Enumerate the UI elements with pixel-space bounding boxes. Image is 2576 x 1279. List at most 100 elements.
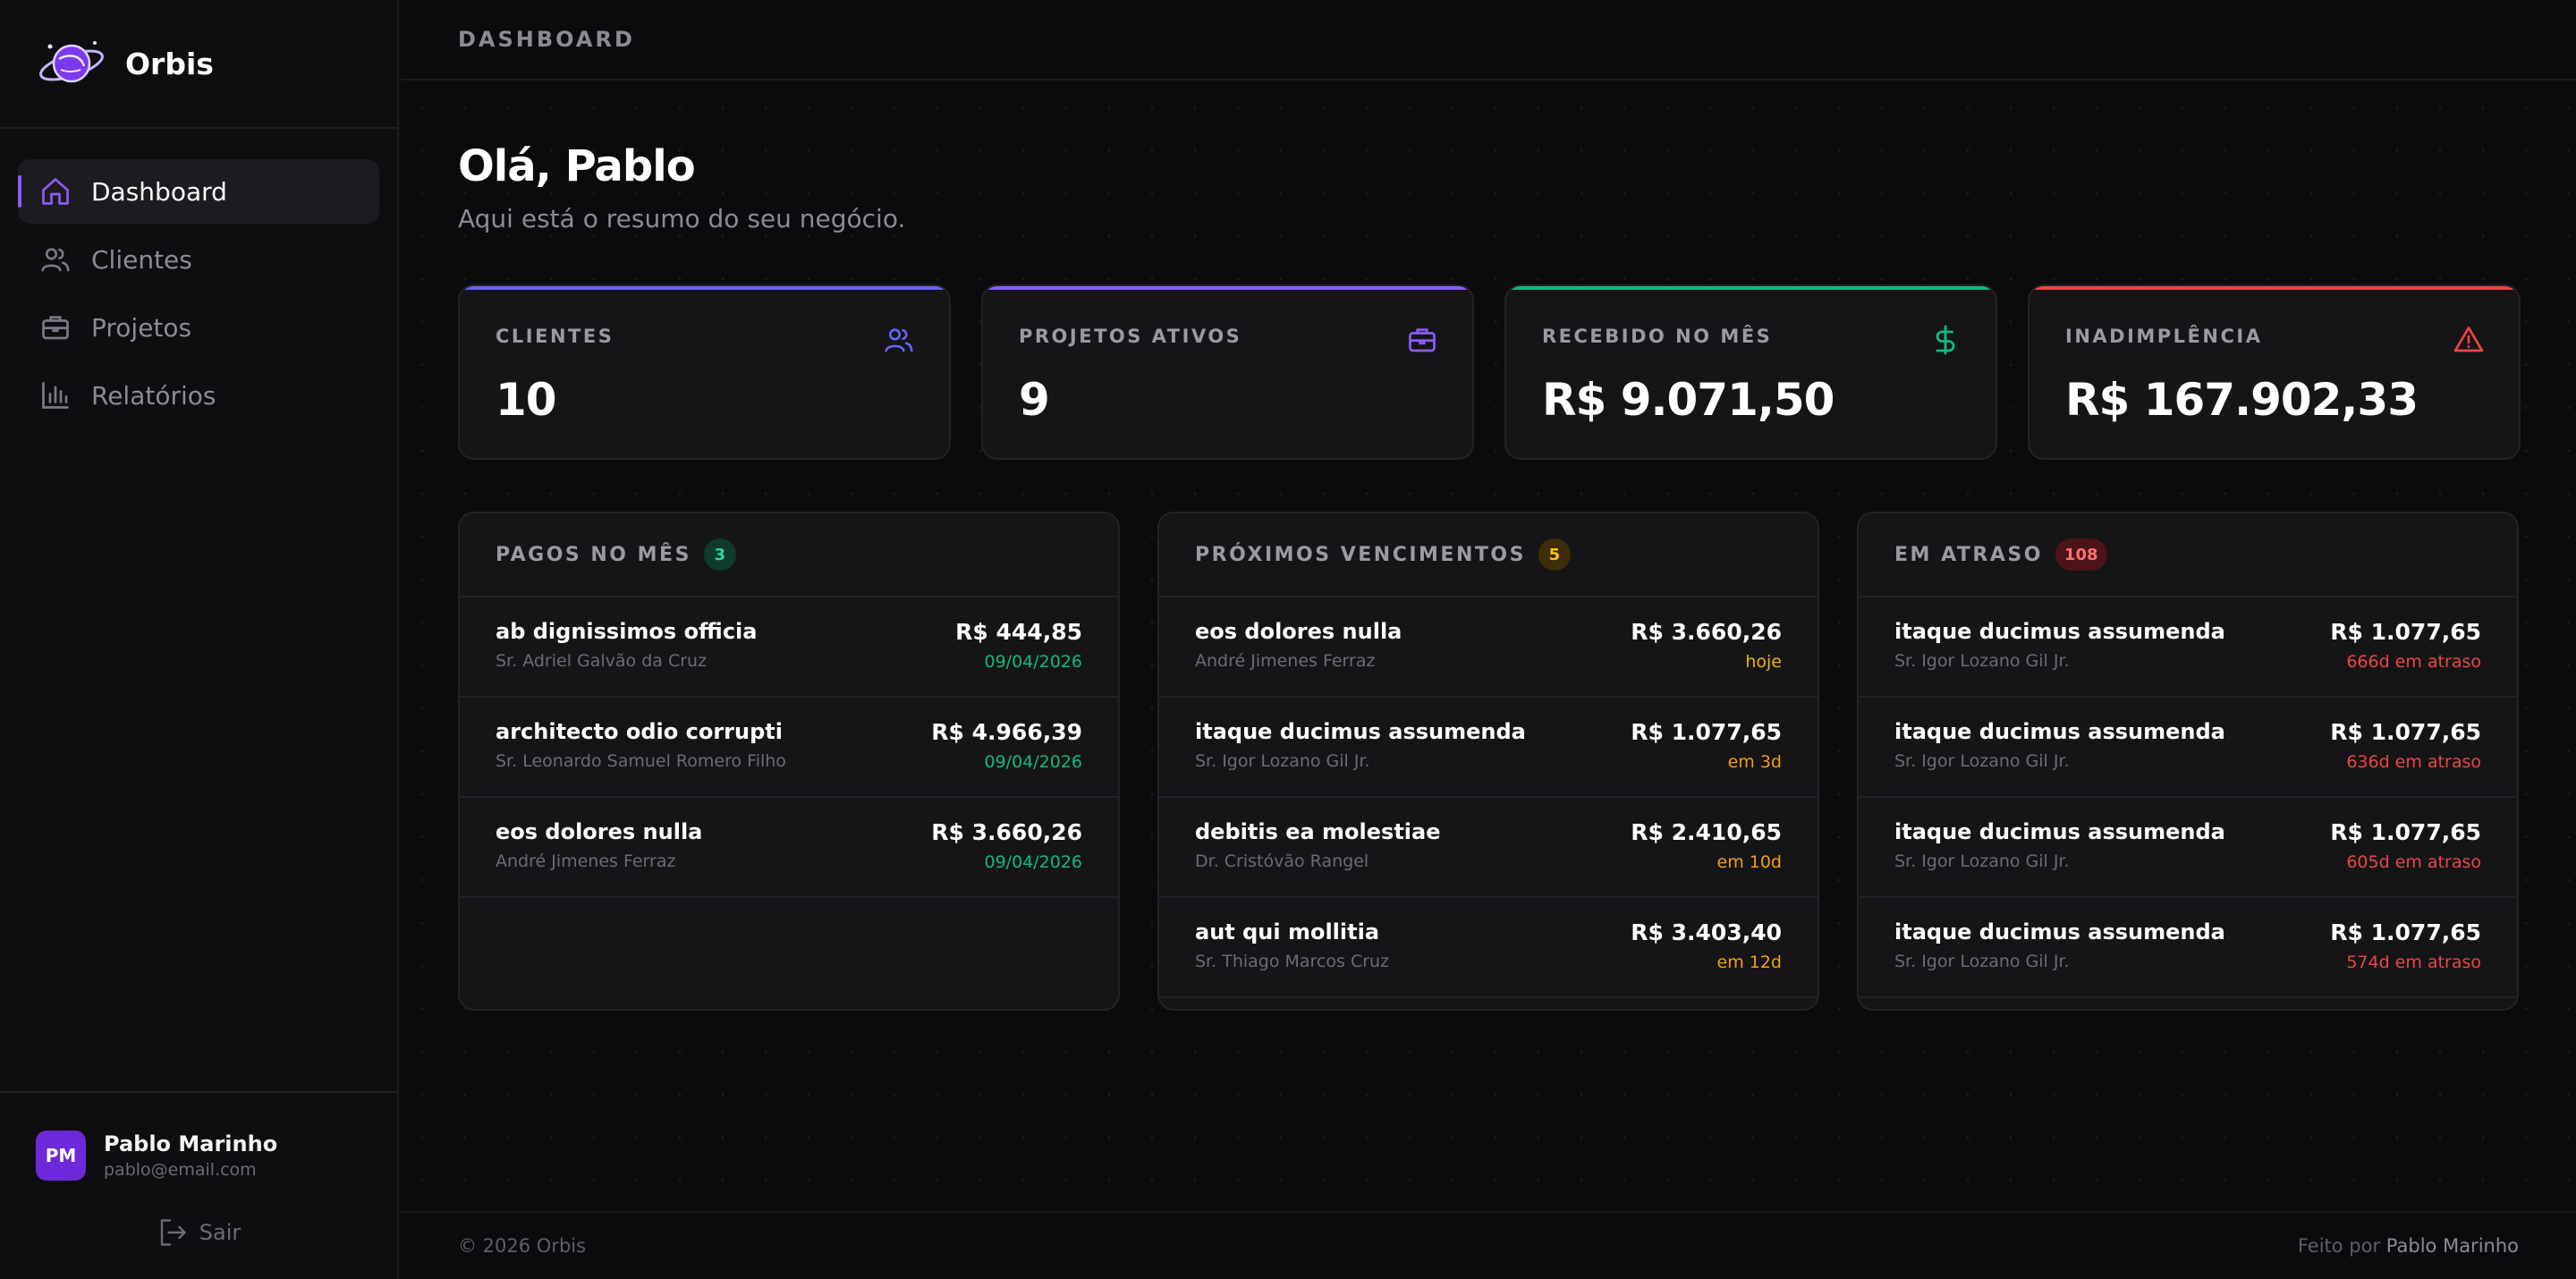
item-client: Sr. Igor Lozano Gil Jr. — [1894, 751, 2070, 771]
item-amount: R$ 1.077,65 — [2330, 919, 2481, 945]
logout-button[interactable]: Sair — [0, 1216, 397, 1249]
item-title: eos dolores nulla — [1195, 619, 1402, 644]
brand[interactable]: Orbis — [0, 0, 397, 129]
card-header: EM ATRASO 108 — [1859, 513, 2517, 597]
made-by-prefix: Feito por — [2297, 1235, 2381, 1257]
item-client: Sr. Igor Lozano Gil Jr. — [1894, 651, 2070, 671]
stat-label: INADIMPLÊNCIA — [2065, 326, 2263, 347]
card-header: PRÓXIMOS VENCIMENTOS 5 — [1159, 513, 1818, 597]
home-icon — [42, 178, 69, 205]
lists-row: PAGOS NO MÊS 3 ab dignissimos officia Sr… — [458, 512, 2519, 1011]
users-icon — [41, 248, 70, 272]
sidebar-item-label: Relatórios — [91, 380, 216, 411]
item-date: 09/04/2026 — [984, 752, 1082, 772]
stat-label: RECEBIDO NO MÊS — [1542, 326, 1773, 347]
stat-card-inadimplencia[interactable]: INADIMPLÊNCIA R$ 167.902,33 — [2028, 284, 2521, 460]
list-item[interactable]: eos dolores nulla André Jimenes Ferraz R… — [460, 798, 1118, 898]
sidebar-item-label: Projetos — [91, 312, 192, 343]
stat-card-recebido[interactable]: RECEBIDO NO MÊS R$ 9.071,50 — [1504, 284, 1997, 460]
overdue-card: EM ATRASO 108 itaque ducimus assumenda S… — [1857, 512, 2519, 1011]
stat-value: R$ 9.071,50 — [1542, 374, 1835, 426]
item-title: itaque ducimus assumenda — [1894, 719, 2225, 744]
list-item[interactable]: itaque ducimus assumenda Sr. Igor Lozano… — [1159, 698, 1818, 798]
stat-label: PROJETOS ATIVOS — [1019, 326, 1242, 347]
list-item[interactable]: debitis ea molestiae Dr. Cristóvão Range… — [1159, 798, 1818, 898]
sidebar-item-relatorios[interactable]: Relatórios — [18, 363, 379, 428]
sidebar-item-projetos[interactable]: Projetos — [18, 295, 379, 360]
sidebar-item-clientes[interactable]: Clientes — [18, 227, 379, 292]
list-item[interactable]: architecto odio corrupti Sr. Leonardo Sa… — [460, 698, 1118, 798]
item-title: architecto odio corrupti — [496, 719, 783, 744]
user-email: pablo@email.com — [104, 1160, 257, 1180]
card-title: PAGOS NO MÊS — [496, 543, 691, 566]
list-item[interactable]: eos dolores nulla André Jimenes Ferraz R… — [1159, 597, 1818, 698]
sidebar-item-dashboard[interactable]: Dashboard — [18, 159, 379, 224]
item-amount: R$ 4.966,39 — [931, 719, 1082, 745]
briefcase-icon — [42, 316, 69, 340]
count-badge: 5 — [1538, 538, 1571, 571]
list-item[interactable]: itaque ducimus assumenda Sr. Igor Lozano… — [1859, 898, 2517, 998]
copyright: © 2026 Orbis — [458, 1235, 587, 1257]
item-due: em 12d — [1716, 953, 1782, 972]
upcoming-card: PRÓXIMOS VENCIMENTOS 5 eos dolores nulla… — [1157, 512, 1819, 1011]
stat-value: 9 — [1019, 374, 1050, 426]
item-client: Dr. Cristóvão Rangel — [1195, 851, 1369, 871]
user-name: Pablo Marinho — [104, 1131, 278, 1156]
item-amount: R$ 1.077,65 — [1631, 719, 1782, 745]
list-item[interactable]: aut qui mollitia Sr. Thiago Marcos Cruz … — [1159, 898, 1818, 998]
page-title: Olá, Pablo — [458, 141, 696, 191]
item-client: Sr. Igor Lozano Gil Jr. — [1894, 952, 2070, 971]
page-subtitle: Aqui está o resumo do seu negócio. — [458, 204, 906, 233]
count-badge: 3 — [703, 538, 736, 571]
stat-card-projetos[interactable]: PROJETOS ATIVOS 9 — [981, 284, 1474, 460]
item-title: itaque ducimus assumenda — [1894, 919, 2225, 944]
user-profile[interactable]: PM Pablo Marinho pablo@email.com — [0, 1093, 397, 1181]
sidebar-item-label: Dashboard — [91, 176, 227, 207]
list-item[interactable]: itaque ducimus assumenda Sr. Igor Lozano… — [1859, 597, 2517, 698]
list-item[interactable]: itaque ducimus assumenda Sr. Igor Lozano… — [1859, 698, 2517, 798]
dollar-icon — [1936, 325, 1955, 355]
item-client: Sr. Leonardo Samuel Romero Filho — [496, 751, 786, 771]
item-title: ab dignissimos officia — [496, 619, 758, 644]
list-item[interactable]: ab dignissimos officia Sr. Adriel Galvão… — [460, 597, 1118, 698]
card-title: EM ATRASO — [1894, 543, 2043, 566]
made-by: Feito por Pablo Marinho — [2298, 1235, 2519, 1257]
item-client: Sr. Adriel Galvão da Cruz — [496, 651, 708, 671]
brand-name: Orbis — [125, 46, 214, 81]
item-due: hoje — [1745, 652, 1782, 672]
briefcase-icon — [1409, 328, 1436, 352]
item-amount: R$ 1.077,65 — [2330, 819, 2481, 845]
warning-icon — [2453, 326, 2484, 352]
stat-accent-line — [460, 286, 949, 290]
item-amount: R$ 3.660,26 — [1631, 619, 1782, 645]
item-date: 09/04/2026 — [984, 652, 1082, 672]
item-client: Sr. Igor Lozano Gil Jr. — [1195, 751, 1370, 771]
item-title: eos dolores nulla — [496, 819, 703, 844]
breadcrumb: DASHBOARD — [458, 27, 635, 52]
author-link[interactable]: Pablo Marinho — [2385, 1235, 2519, 1257]
stat-accent-line — [983, 286, 1472, 290]
logout-icon — [160, 1219, 186, 1246]
item-late: 666d em atraso — [2346, 652, 2481, 672]
item-amount: R$ 1.077,65 — [2330, 619, 2481, 645]
item-due: em 10d — [1716, 852, 1782, 872]
item-late: 605d em atraso — [2346, 852, 2481, 872]
stat-accent-line — [2029, 286, 2519, 290]
logout-label: Sair — [199, 1220, 242, 1245]
greeting: Olá, Pablo Aqui está o resumo do seu neg… — [458, 141, 905, 233]
item-amount: R$ 444,85 — [955, 619, 1082, 645]
item-due: em 3d — [1727, 752, 1782, 772]
topbar: DASHBOARD — [401, 0, 2576, 80]
user-panel: PM Pablo Marinho pablo@email.com Sair — [0, 1091, 397, 1279]
paid-card: PAGOS NO MÊS 3 ab dignissimos officia Sr… — [458, 512, 1120, 1011]
stat-accent-line — [1506, 286, 1996, 290]
count-badge: 108 — [2055, 538, 2107, 571]
item-amount: R$ 2.410,65 — [1631, 819, 1782, 845]
item-client: Sr. Igor Lozano Gil Jr. — [1894, 851, 2070, 871]
main-nav: Dashboard Clientes Projetos Relatórios — [0, 129, 397, 428]
sidebar: Orbis Dashboard Clientes Projetos — [0, 0, 399, 1279]
stat-card-clientes[interactable]: CLIENTES 10 — [458, 284, 951, 460]
item-client: André Jimenes Ferraz — [496, 851, 676, 871]
list-item[interactable]: itaque ducimus assumenda Sr. Igor Lozano… — [1859, 798, 2517, 898]
item-title: debitis ea molestiae — [1195, 819, 1441, 844]
